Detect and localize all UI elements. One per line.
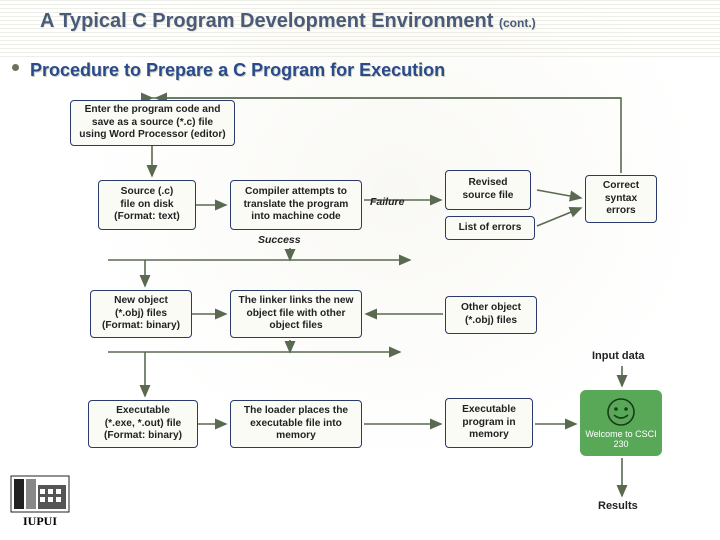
node-enter: Enter the program code and save as a sou… <box>70 100 235 146</box>
node-errors: List of errors <box>445 216 535 240</box>
label-results: Results <box>598 500 638 512</box>
node-linker-text: The linker links the new object file wit… <box>237 295 355 333</box>
label-success-text: Success <box>258 234 301 246</box>
node-newobj: New object (*.obj) files (Format: binary… <box>90 290 192 338</box>
node-compiler-text: Compiler attempts to translate the progr… <box>237 186 355 224</box>
node-compiler: Compiler attempts to translate the progr… <box>230 180 362 230</box>
node-revised-text: Revised source file <box>452 177 524 203</box>
title-text: A Typical C Program Development Environm… <box>40 10 493 32</box>
label-success: Success <box>258 234 301 246</box>
page-title: A Typical C Program Development Environm… <box>40 10 536 33</box>
label-inputdata: Input data <box>592 350 645 362</box>
node-otherobj: Other object (*.obj) files <box>445 296 537 334</box>
node-source: Source (.c) file on disk (Format: text) <box>98 180 196 230</box>
label-results-text: Results <box>598 500 638 512</box>
node-execmem-text: Executable program in memory <box>452 404 526 442</box>
iupui-logo: IUPUI <box>10 475 70 530</box>
node-correct-text: Correct syntax errors <box>592 180 650 218</box>
node-execfile-text: Executable (*.exe, *.out) file (Format: … <box>104 405 182 443</box>
node-otherobj-text: Other object (*.obj) files <box>461 302 521 328</box>
node-enter-text: Enter the program code and save as a sou… <box>77 104 228 142</box>
svg-text:IUPUI: IUPUI <box>23 514 57 528</box>
node-welcome-text: Welcome to CSCI 230 <box>584 429 658 449</box>
label-inputdata-text: Input data <box>592 350 645 362</box>
subtitle: Procedure to Prepare a C Program for Exe… <box>30 60 445 81</box>
bullet <box>12 64 19 71</box>
node-execfile: Executable (*.exe, *.out) file (Format: … <box>88 400 198 448</box>
label-failure-text: Failure <box>370 196 404 208</box>
node-revised: Revised source file <box>445 170 531 210</box>
node-execmem: Executable program in memory <box>445 398 533 448</box>
label-failure: Failure <box>370 196 404 208</box>
node-loader-text: The loader places the executable file in… <box>237 405 355 443</box>
node-source-text: Source (.c) file on disk (Format: text) <box>114 186 180 224</box>
node-welcome: Welcome to CSCI 230 <box>580 390 662 456</box>
node-loader: The loader places the executable file in… <box>230 400 362 448</box>
bg-texture <box>0 0 720 540</box>
node-errors-text: List of errors <box>459 222 522 235</box>
node-newobj-text: New object (*.obj) files (Format: binary… <box>102 295 180 333</box>
title-cont: (cont.) <box>499 16 536 30</box>
node-linker: The linker links the new object file wit… <box>230 290 362 338</box>
node-correct: Correct syntax errors <box>585 175 657 223</box>
smiley-icon <box>606 397 636 427</box>
